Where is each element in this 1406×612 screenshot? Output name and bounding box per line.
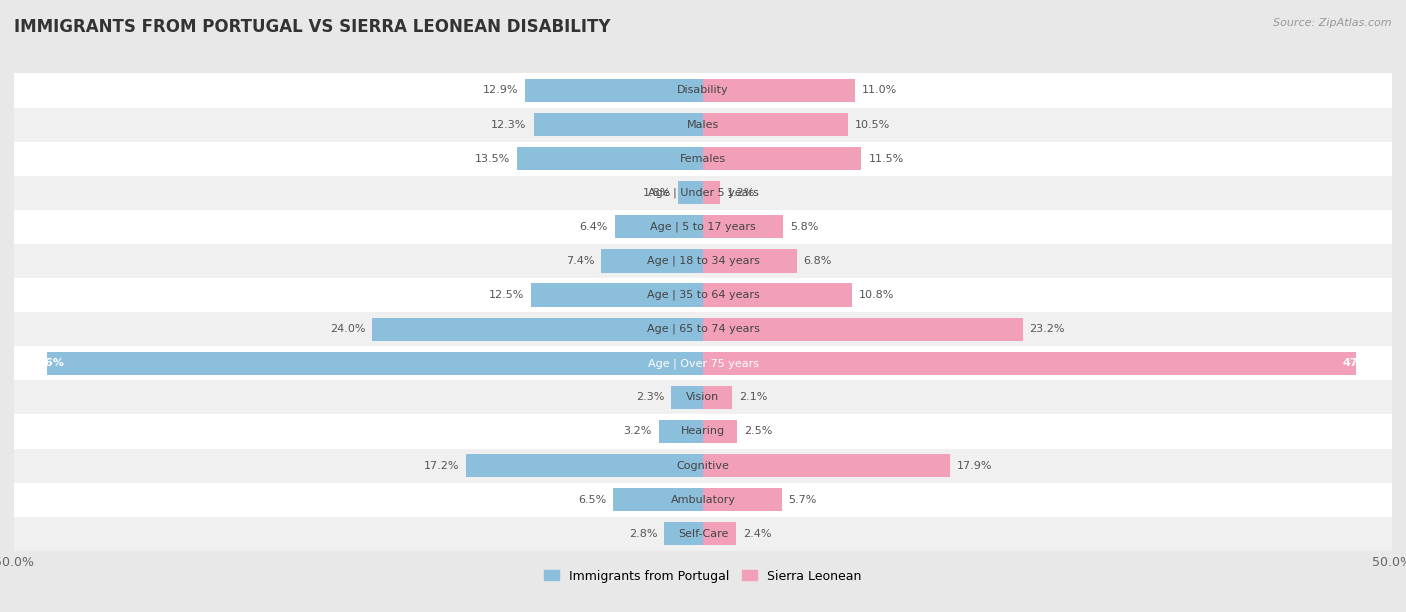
- Bar: [14, 517, 1392, 551]
- Bar: [465, 454, 703, 477]
- Text: Age | 35 to 64 years: Age | 35 to 64 years: [647, 290, 759, 300]
- Text: 13.5%: 13.5%: [475, 154, 510, 163]
- Text: 47.6%: 47.6%: [25, 358, 63, 368]
- Text: Disability: Disability: [678, 86, 728, 95]
- Bar: [703, 522, 737, 545]
- Text: 6.5%: 6.5%: [578, 494, 606, 505]
- Bar: [703, 386, 733, 409]
- Text: Source: ZipAtlas.com: Source: ZipAtlas.com: [1274, 18, 1392, 28]
- Bar: [14, 312, 1392, 346]
- Bar: [14, 108, 1392, 141]
- Bar: [703, 420, 738, 443]
- Bar: [703, 488, 782, 511]
- Text: 11.5%: 11.5%: [869, 154, 904, 163]
- Text: 1.8%: 1.8%: [643, 188, 671, 198]
- Text: Males: Males: [688, 119, 718, 130]
- Bar: [14, 414, 1392, 449]
- Text: Age | 65 to 74 years: Age | 65 to 74 years: [647, 324, 759, 334]
- Bar: [14, 176, 1392, 210]
- Text: 7.4%: 7.4%: [565, 256, 595, 266]
- Text: 1.2%: 1.2%: [727, 188, 755, 198]
- Bar: [613, 488, 703, 511]
- Bar: [526, 79, 703, 102]
- Bar: [703, 352, 1357, 375]
- Text: 2.3%: 2.3%: [636, 392, 665, 402]
- Bar: [517, 147, 703, 170]
- Text: IMMIGRANTS FROM PORTUGAL VS SIERRA LEONEAN DISABILITY: IMMIGRANTS FROM PORTUGAL VS SIERRA LEONE…: [14, 18, 610, 36]
- Bar: [703, 113, 848, 136]
- Text: Age | Under 5 years: Age | Under 5 years: [648, 187, 758, 198]
- Text: 10.5%: 10.5%: [855, 119, 890, 130]
- Bar: [14, 73, 1392, 108]
- Bar: [703, 79, 855, 102]
- Text: 12.3%: 12.3%: [491, 119, 527, 130]
- Text: 5.8%: 5.8%: [790, 222, 818, 232]
- Text: 12.5%: 12.5%: [488, 290, 524, 300]
- Text: 17.9%: 17.9%: [956, 461, 993, 471]
- Text: Hearing: Hearing: [681, 427, 725, 436]
- Bar: [14, 483, 1392, 517]
- Bar: [14, 346, 1392, 380]
- Text: 2.5%: 2.5%: [744, 427, 773, 436]
- Text: Ambulatory: Ambulatory: [671, 494, 735, 505]
- Text: 47.4%: 47.4%: [1343, 358, 1381, 368]
- Text: 10.8%: 10.8%: [859, 290, 894, 300]
- Text: 2.8%: 2.8%: [628, 529, 658, 539]
- Text: Self-Care: Self-Care: [678, 529, 728, 539]
- Bar: [703, 318, 1022, 341]
- Text: 3.2%: 3.2%: [624, 427, 652, 436]
- Bar: [14, 244, 1392, 278]
- Bar: [671, 386, 703, 409]
- Text: 6.4%: 6.4%: [579, 222, 607, 232]
- Text: 11.0%: 11.0%: [862, 86, 897, 95]
- Bar: [703, 283, 852, 307]
- Text: 6.8%: 6.8%: [804, 256, 832, 266]
- Bar: [533, 113, 703, 136]
- Bar: [600, 249, 703, 272]
- Bar: [678, 181, 703, 204]
- Bar: [703, 181, 720, 204]
- Bar: [665, 522, 703, 545]
- Text: 17.2%: 17.2%: [423, 461, 460, 471]
- Text: Age | Over 75 years: Age | Over 75 years: [648, 358, 758, 368]
- Text: Age | 5 to 17 years: Age | 5 to 17 years: [650, 222, 756, 232]
- Bar: [531, 283, 703, 307]
- Text: 24.0%: 24.0%: [330, 324, 366, 334]
- Bar: [614, 215, 703, 239]
- Text: Vision: Vision: [686, 392, 720, 402]
- Text: 23.2%: 23.2%: [1029, 324, 1066, 334]
- Text: 12.9%: 12.9%: [482, 86, 519, 95]
- Bar: [373, 318, 703, 341]
- Bar: [48, 352, 703, 375]
- Text: Cognitive: Cognitive: [676, 461, 730, 471]
- Text: Females: Females: [681, 154, 725, 163]
- Bar: [703, 454, 949, 477]
- Bar: [14, 278, 1392, 312]
- Text: 5.7%: 5.7%: [789, 494, 817, 505]
- Text: 2.4%: 2.4%: [742, 529, 772, 539]
- Bar: [703, 215, 783, 239]
- Bar: [14, 449, 1392, 483]
- Legend: Immigrants from Portugal, Sierra Leonean: Immigrants from Portugal, Sierra Leonean: [540, 564, 866, 588]
- Bar: [703, 147, 862, 170]
- Text: Age | 18 to 34 years: Age | 18 to 34 years: [647, 256, 759, 266]
- Bar: [14, 141, 1392, 176]
- Bar: [703, 249, 797, 272]
- Bar: [659, 420, 703, 443]
- Bar: [14, 210, 1392, 244]
- Bar: [14, 380, 1392, 414]
- Text: 2.1%: 2.1%: [738, 392, 768, 402]
